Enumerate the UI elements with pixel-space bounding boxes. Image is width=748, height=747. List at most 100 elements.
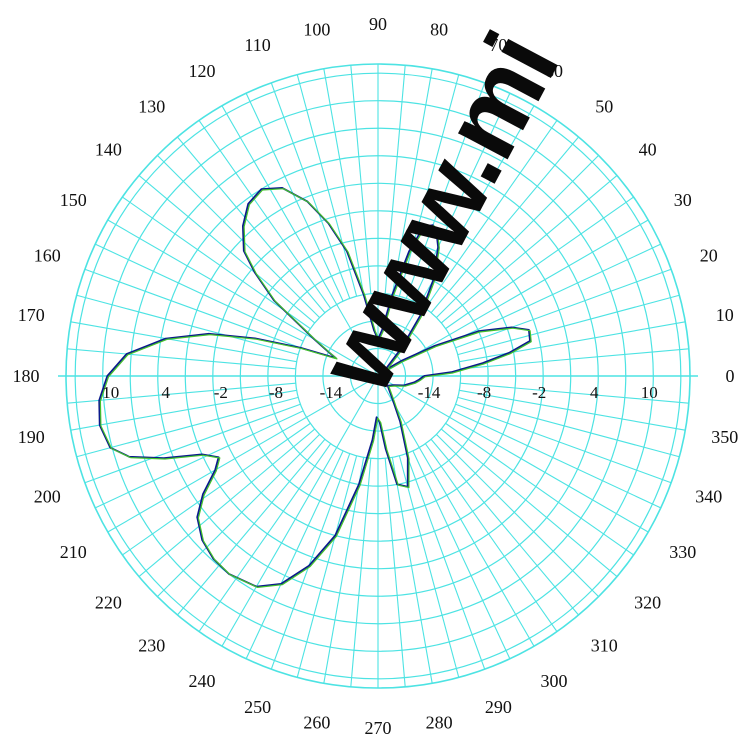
- grid-spoke: [323, 68, 365, 295]
- grid-spoke: [457, 396, 680, 458]
- grid-spoke: [457, 294, 680, 356]
- angle-tick-label: 10: [716, 305, 734, 325]
- radial-tick-label: 10: [102, 383, 119, 402]
- radial-tick-label: -2: [214, 383, 228, 402]
- grid-spoke: [156, 154, 320, 318]
- angle-tick-label: 0: [726, 366, 735, 386]
- grid-spoke: [84, 403, 301, 484]
- grid-spoke: [177, 136, 326, 314]
- angle-tick-label: 50: [595, 96, 613, 116]
- grid-spoke: [440, 175, 618, 324]
- grid-spoke: [384, 65, 406, 294]
- grid-spoke: [70, 321, 297, 363]
- grid-spoke: [156, 434, 320, 598]
- angle-tick-label: 250: [244, 697, 271, 717]
- grid-spoke: [430, 438, 579, 616]
- angle-tick-label: 280: [426, 713, 453, 733]
- grid-spoke: [377, 219, 649, 377]
- radial-tick-label: 4: [162, 383, 171, 402]
- angle-tick-label: 20: [700, 246, 718, 266]
- grid-spoke: [107, 219, 379, 377]
- series-curve-2: [99, 188, 532, 589]
- grid-spoke: [424, 443, 558, 632]
- grid-spoke: [377, 375, 535, 647]
- angle-tick-label: 180: [13, 366, 40, 386]
- grid-spoke: [122, 422, 311, 556]
- angle-tick-label: 210: [60, 542, 87, 562]
- grid-spoke: [384, 458, 406, 687]
- angle-tick-label: 40: [639, 140, 657, 160]
- grid-spoke: [452, 243, 662, 342]
- grid-spoke: [460, 382, 689, 404]
- grid-spoke: [122, 196, 311, 330]
- angle-tick-label: 300: [541, 671, 568, 691]
- angle-tick-label: 80: [430, 19, 448, 39]
- radial-tick-label: 4: [590, 383, 599, 402]
- grid-spoke: [398, 74, 460, 297]
- grid-spoke: [138, 428, 316, 577]
- angle-tick-label: 190: [18, 427, 45, 447]
- grid-spoke: [398, 455, 460, 678]
- angle-tick-label: 140: [95, 140, 122, 160]
- grid-spoke: [296, 74, 358, 297]
- grid-spoke: [177, 438, 326, 616]
- grid-spoke: [296, 455, 358, 678]
- radial-tick-label: -8: [477, 383, 491, 402]
- angle-tick-label: 320: [634, 592, 661, 612]
- radial-tick-label: -8: [269, 383, 283, 402]
- grid-spoke: [270, 453, 351, 670]
- grid-spoke: [323, 457, 365, 684]
- radial-tick-label: -14: [320, 383, 343, 402]
- angle-tick-label: 270: [365, 718, 392, 738]
- grid-spoke: [67, 382, 296, 404]
- grid-spoke: [436, 154, 600, 318]
- chart-labels: 0 10 20 30 40 50 60 70 80 90 100 110 120 130 140 150 160…: [13, 14, 739, 738]
- angle-tick-label: 170: [18, 305, 45, 325]
- grid-spoke: [445, 422, 634, 556]
- grid-spoke: [460, 348, 689, 370]
- grid-spoke: [350, 65, 372, 294]
- radial-tick-label: -2: [532, 383, 546, 402]
- angle-tick-label: 330: [669, 542, 696, 562]
- grid-spoke: [94, 243, 304, 342]
- grid-spoke: [405, 453, 486, 670]
- grid-spoke: [245, 450, 344, 660]
- angle-tick-label: 70: [489, 35, 507, 55]
- grid-spoke: [67, 348, 296, 370]
- angle-tick-label: 290: [485, 697, 512, 717]
- angle-tick-label: 350: [711, 427, 738, 447]
- angle-tick-label: 150: [60, 190, 87, 210]
- grid-spoke: [445, 196, 634, 330]
- angle-tick-label: 60: [545, 61, 563, 81]
- grid-spoke: [459, 389, 686, 431]
- grid-spoke: [377, 105, 535, 377]
- grid-spoke: [84, 268, 301, 349]
- angle-tick-label: 160: [34, 246, 61, 266]
- grid-spoke: [107, 375, 379, 533]
- angle-tick-label: 220: [95, 592, 122, 612]
- grid-spoke: [138, 175, 316, 324]
- angle-tick-label: 260: [303, 713, 330, 733]
- grid-spoke: [350, 458, 372, 687]
- grid-spoke: [424, 120, 558, 309]
- grid-spoke: [455, 268, 672, 349]
- grid-spoke: [70, 389, 297, 431]
- angle-tick-label: 100: [303, 19, 330, 39]
- angle-tick-label: 110: [244, 35, 270, 55]
- grid-spoke: [412, 450, 511, 660]
- angle-tick-label: 130: [138, 96, 165, 116]
- grid-spoke: [436, 434, 600, 598]
- grid-spoke: [270, 82, 351, 299]
- angle-tick-label: 230: [138, 636, 165, 656]
- pattern-curves: [98, 187, 532, 589]
- grid-spoke: [198, 120, 332, 309]
- grid-spoke: [221, 375, 379, 647]
- angle-tick-label: 120: [189, 61, 216, 81]
- grid-spoke: [221, 105, 379, 377]
- grid-spoke: [440, 428, 618, 577]
- grid-spoke: [245, 92, 344, 302]
- grid-spoke: [405, 82, 486, 299]
- grid-spoke: [76, 396, 299, 458]
- grid-spoke: [430, 136, 579, 314]
